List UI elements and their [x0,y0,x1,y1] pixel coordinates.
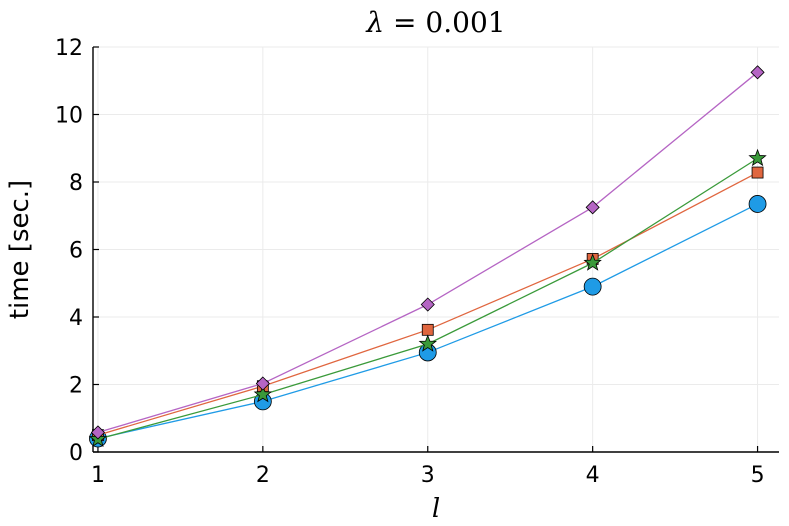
grid [93,46,779,453]
labels: λ = 0.001 l time [sec.] [5,6,506,524]
chart-title: λ = 0.001 [365,6,505,39]
star-marker [253,385,273,403]
y-tick-label: 8 [69,171,83,196]
diamond-marker [585,200,600,215]
x-axis-title: l [432,494,440,524]
x-tick-label: 4 [586,463,600,488]
diamond-marker [750,65,765,80]
circle-marker [748,195,767,213]
x-tick-label: 3 [421,463,435,488]
x-tick-label: 5 [751,463,765,488]
circle-marker [583,277,602,296]
star-marker [583,253,602,271]
diamond-marker [90,425,106,440]
x-tick-label: 1 [91,463,105,488]
y-tick-label: 2 [69,374,83,399]
y-tick-label: 10 [55,104,83,129]
x-tick-label: 2 [256,463,270,488]
star-marker [418,334,437,352]
square-marker [751,166,764,179]
series-layer [88,65,767,448]
square-marker [421,323,434,336]
y-tick-label: 12 [55,36,83,61]
y-tick-label: 4 [69,306,83,331]
star-marker [748,148,767,167]
y-tick-label: 0 [69,441,83,466]
series-3 [90,65,765,440]
y-tick-label: 6 [69,239,83,264]
y-axis-title: time [sec.] [5,180,35,319]
diamond-marker [255,376,270,391]
diamond-marker [420,297,435,312]
